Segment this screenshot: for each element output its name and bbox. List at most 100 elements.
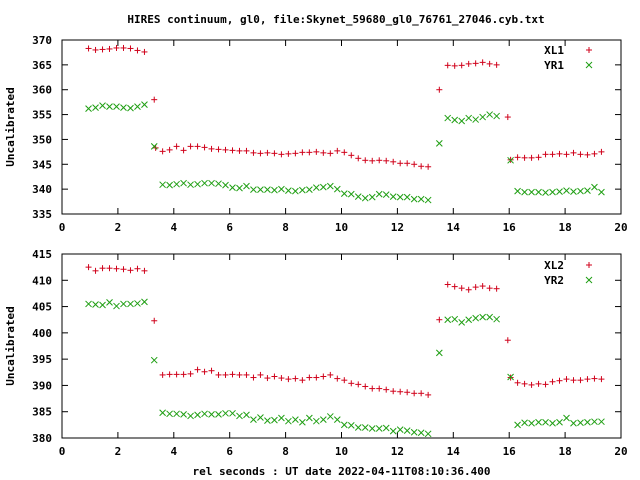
- data-point: [92, 104, 99, 111]
- plot-frame: [61, 39, 622, 215]
- data-point: [514, 187, 521, 195]
- legend-marker: [585, 276, 593, 284]
- data-point: [159, 409, 166, 417]
- data-point: [166, 181, 173, 189]
- data-point: [507, 373, 514, 381]
- data-point: [141, 48, 148, 55]
- data-point: [208, 179, 215, 187]
- data-point: [187, 181, 194, 189]
- data-point: [120, 266, 127, 273]
- data-point: [354, 424, 362, 431]
- data-point: [215, 410, 222, 418]
- chart-title: HIRES continuum, gl0, file:Skynet_59680_…: [127, 13, 544, 26]
- y-tick-label: 360: [32, 84, 52, 97]
- data-point: [134, 47, 141, 54]
- data-point: [591, 183, 598, 191]
- y-axis-label: Uncalibrated: [4, 306, 17, 385]
- data-point: [376, 385, 383, 392]
- data-point: [285, 150, 292, 157]
- data-point: [465, 286, 472, 293]
- data-point: [465, 60, 472, 67]
- data-point: [236, 147, 243, 154]
- data-point: [92, 46, 99, 53]
- data-point: [222, 181, 229, 189]
- data-point: [340, 190, 348, 197]
- data-point: [159, 148, 166, 155]
- data-point: [215, 146, 222, 153]
- data-point: [334, 375, 341, 382]
- data-point: [166, 371, 173, 378]
- data-point: [127, 267, 134, 274]
- data-point: [292, 375, 299, 382]
- data-point: [403, 193, 411, 201]
- data-point: [375, 425, 383, 432]
- x-tick-label: 2: [115, 445, 122, 458]
- data-point: [134, 300, 141, 307]
- data-point: [299, 377, 306, 384]
- data-point: [106, 299, 113, 306]
- data-point: [236, 184, 243, 192]
- x-tick-label: 2: [115, 221, 122, 234]
- data-point: [410, 195, 418, 203]
- data-point: [535, 418, 542, 426]
- legend-marker: [586, 47, 592, 53]
- data-point: [348, 152, 355, 159]
- data-point: [187, 412, 194, 420]
- data-point: [292, 150, 299, 157]
- bottom-panel: 0 2 4 6 8 10 12 14 16 18 20 380 385 390 395 400 405 410 41…: [4, 248, 628, 478]
- data-point: [424, 196, 432, 204]
- data-point: [85, 300, 92, 308]
- data-point: [194, 411, 201, 419]
- data-point: [424, 430, 432, 438]
- data-point: [479, 59, 486, 66]
- data-point: [458, 117, 466, 125]
- data-point: [514, 421, 521, 429]
- data-point: [250, 149, 257, 156]
- data-point: [493, 315, 500, 323]
- data-point: [354, 193, 362, 200]
- data-point: [347, 422, 355, 429]
- x-tick-label: 0: [59, 445, 66, 458]
- data-point: [285, 376, 292, 383]
- data-point: [397, 160, 404, 167]
- data-point: [306, 186, 313, 193]
- data-point: [208, 367, 215, 374]
- data-point: [271, 416, 278, 424]
- data-point: [417, 429, 425, 437]
- data-point: [180, 410, 187, 418]
- data-point: [229, 409, 236, 417]
- data-point: [340, 421, 348, 429]
- data-point: [285, 417, 292, 425]
- data-point: [106, 103, 113, 110]
- x-tick-label: 16: [503, 445, 517, 458]
- data-point: [292, 416, 299, 423]
- data-point: [368, 193, 376, 201]
- y-tick-label: 390: [32, 379, 52, 392]
- data-point: [418, 163, 425, 170]
- data-point: [598, 148, 605, 155]
- data-point: [486, 285, 493, 292]
- series-YR1: [85, 101, 605, 204]
- data-point: [257, 186, 264, 193]
- data-point: [507, 156, 514, 164]
- data-point: [173, 180, 180, 188]
- data-point: [264, 186, 271, 193]
- data-point: [201, 144, 208, 151]
- data-point: [375, 190, 383, 198]
- data-point: [127, 104, 134, 112]
- data-point: [141, 267, 148, 274]
- data-point: [348, 380, 355, 387]
- data-point: [113, 103, 120, 110]
- data-point: [166, 146, 173, 153]
- data-point: [472, 116, 480, 123]
- data-point: [341, 377, 348, 384]
- x-tick-label: 12: [391, 221, 404, 234]
- data-point: [326, 413, 334, 420]
- data-point: [535, 380, 542, 387]
- data-point: [278, 185, 285, 193]
- data-point: [159, 371, 166, 378]
- x-tick-label: 20: [614, 445, 627, 458]
- data-point: [312, 417, 320, 425]
- x-tick-label: 14: [447, 221, 461, 234]
- data-point: [159, 181, 166, 189]
